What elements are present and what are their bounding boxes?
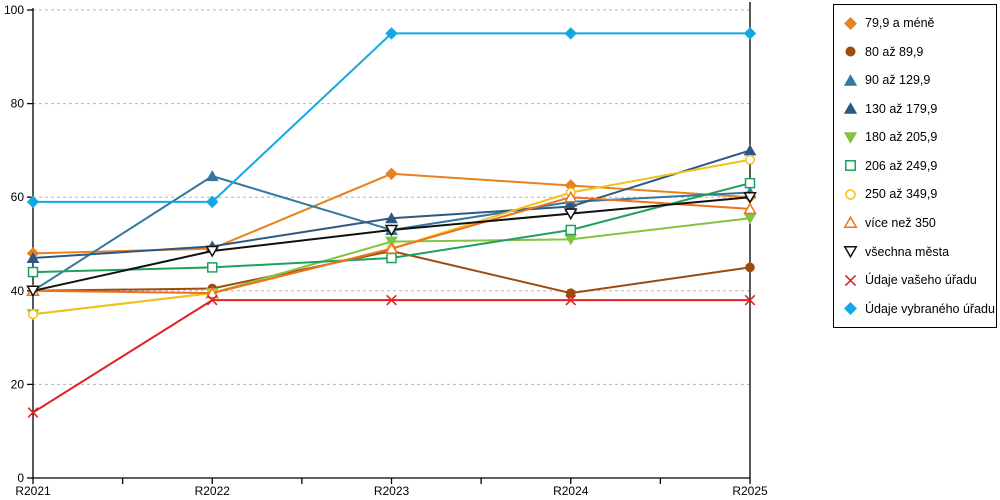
- legend-item: všechna města: [843, 244, 994, 259]
- triangle-down-marker-icon: [563, 208, 578, 221]
- legend-label: 80 až 89,9: [865, 44, 924, 59]
- triangle-up-marker-icon: [26, 252, 40, 264]
- triangle-up-marker-icon: [205, 170, 219, 182]
- triangle-up-icon: [843, 216, 858, 229]
- circle-marker-icon: [744, 154, 756, 165]
- triangle-down-marker-icon: [843, 132, 858, 144]
- legend-item: 250 až 349,9: [843, 187, 994, 202]
- legend-item: 130 až 179,9: [843, 101, 994, 116]
- triangle-up-marker-icon: [843, 74, 858, 86]
- diamond-marker-icon: [564, 27, 577, 40]
- y-tick-label: 0: [17, 471, 24, 485]
- triangle-up-marker-icon: [205, 286, 220, 299]
- x-marker-icon: [27, 407, 39, 418]
- triangle-down-icon: [843, 246, 858, 259]
- legend-label: 180 až 205,9: [865, 130, 938, 145]
- triangle-up-marker-icon: [743, 144, 757, 156]
- diamond-icon: [844, 16, 857, 30]
- square-marker-icon: [845, 160, 856, 172]
- legend-label: všechna města: [865, 244, 950, 259]
- triangle-up-icon: [843, 74, 858, 86]
- circle-icon: [845, 189, 856, 200]
- square-marker-icon: [565, 224, 576, 236]
- line-chart: 0 20 40 60 80 100 R2021 R2022 R2023 R2024 R2025: [4, 2, 768, 498]
- triangle-down-marker-icon: [843, 246, 858, 259]
- legend: 79,9 a méně 80 až 89,9 90 až 129,9 130 až 1…: [833, 4, 997, 328]
- legend-label: 90 až 129,9: [865, 73, 931, 88]
- triangle-up-marker-icon: [843, 102, 858, 115]
- diamond-marker-icon: [743, 27, 757, 40]
- circle-marker-icon: [845, 46, 856, 57]
- x-marker-icon: [386, 294, 397, 306]
- legend-item: 90 až 129,9: [843, 73, 994, 88]
- y-tick-label: 100: [4, 3, 24, 17]
- legend-label: 130 až 179,9: [865, 101, 938, 116]
- triangle-down-marker-icon: [384, 224, 399, 237]
- legend-item: 206 až 249,9: [843, 158, 994, 173]
- legend-item: více než 350: [843, 215, 994, 230]
- square-marker-icon: [207, 262, 218, 273]
- x-marker-icon: [565, 294, 577, 306]
- legend-label: více než 350: [865, 215, 936, 230]
- diamond-marker-icon: [206, 195, 219, 209]
- legend-label: Údaje vašeho úřadu: [865, 273, 977, 288]
- series-line-9: [32, 299, 750, 414]
- triangle-up-marker-icon: [743, 202, 757, 215]
- triangle-down-marker-icon: [205, 245, 220, 258]
- x-tick-label: R2025: [732, 484, 768, 498]
- x-tick-label: R2022: [195, 484, 231, 498]
- circle-marker-icon: [565, 288, 576, 298]
- circle-icon: [845, 46, 856, 57]
- legend-label: 79,9 a méně: [865, 16, 935, 31]
- diamond-marker-icon: [385, 27, 398, 40]
- circle-marker-icon: [27, 309, 39, 320]
- legend-item: 80 až 89,9: [843, 44, 994, 59]
- legend-item: 79,9 a méně: [843, 16, 994, 31]
- square-marker-icon: [27, 266, 39, 278]
- x-marker-icon: [744, 294, 756, 306]
- triangle-down-marker-icon: [385, 236, 398, 248]
- x-marker-icon: [844, 274, 857, 286]
- square-icon: [845, 160, 856, 172]
- x-tick-label: R2023: [374, 484, 410, 498]
- legend-label: 250 až 349,9: [865, 187, 938, 202]
- x-tick-label: R2021: [15, 484, 51, 498]
- y-tick-label: 40: [11, 284, 25, 298]
- diamond-marker-icon: [844, 16, 857, 30]
- triangle-down-marker-icon: [26, 285, 40, 298]
- circle-marker-icon: [845, 189, 856, 200]
- triangle-up-marker-icon: [385, 212, 398, 224]
- circle-marker-icon: [745, 262, 755, 273]
- x-icon: [844, 274, 857, 286]
- square-marker-icon: [386, 252, 397, 264]
- legend-item: Údaje vašeho úřadu: [843, 273, 994, 288]
- legend-label: 206 až 249,9: [865, 158, 938, 173]
- diamond-marker-icon: [26, 195, 40, 209]
- triangle-up-marker-icon: [563, 190, 578, 203]
- x-tick-label: R2024: [553, 484, 589, 498]
- square-marker-icon: [744, 177, 756, 189]
- y-tick-label: 60: [11, 190, 25, 204]
- y-tick-label: 80: [11, 97, 25, 111]
- y-tick-label: 20: [11, 377, 25, 391]
- triangle-down-icon: [843, 132, 858, 144]
- triangle-up-marker-icon: [843, 216, 858, 229]
- legend-item: 180 až 205,9: [843, 130, 994, 145]
- triangle-down-marker-icon: [743, 191, 757, 204]
- diamond-marker-icon: [844, 302, 857, 316]
- x-marker-icon: [206, 294, 218, 306]
- legend-item: Údaje vybraného úřadu: [843, 301, 995, 316]
- triangle-up-icon: [843, 102, 858, 115]
- diamond-marker-icon: [385, 167, 398, 181]
- legend-label: Údaje vybraného úřadu: [865, 301, 995, 316]
- diamond-icon: [844, 302, 857, 316]
- triangle-up-marker-icon: [384, 242, 399, 254]
